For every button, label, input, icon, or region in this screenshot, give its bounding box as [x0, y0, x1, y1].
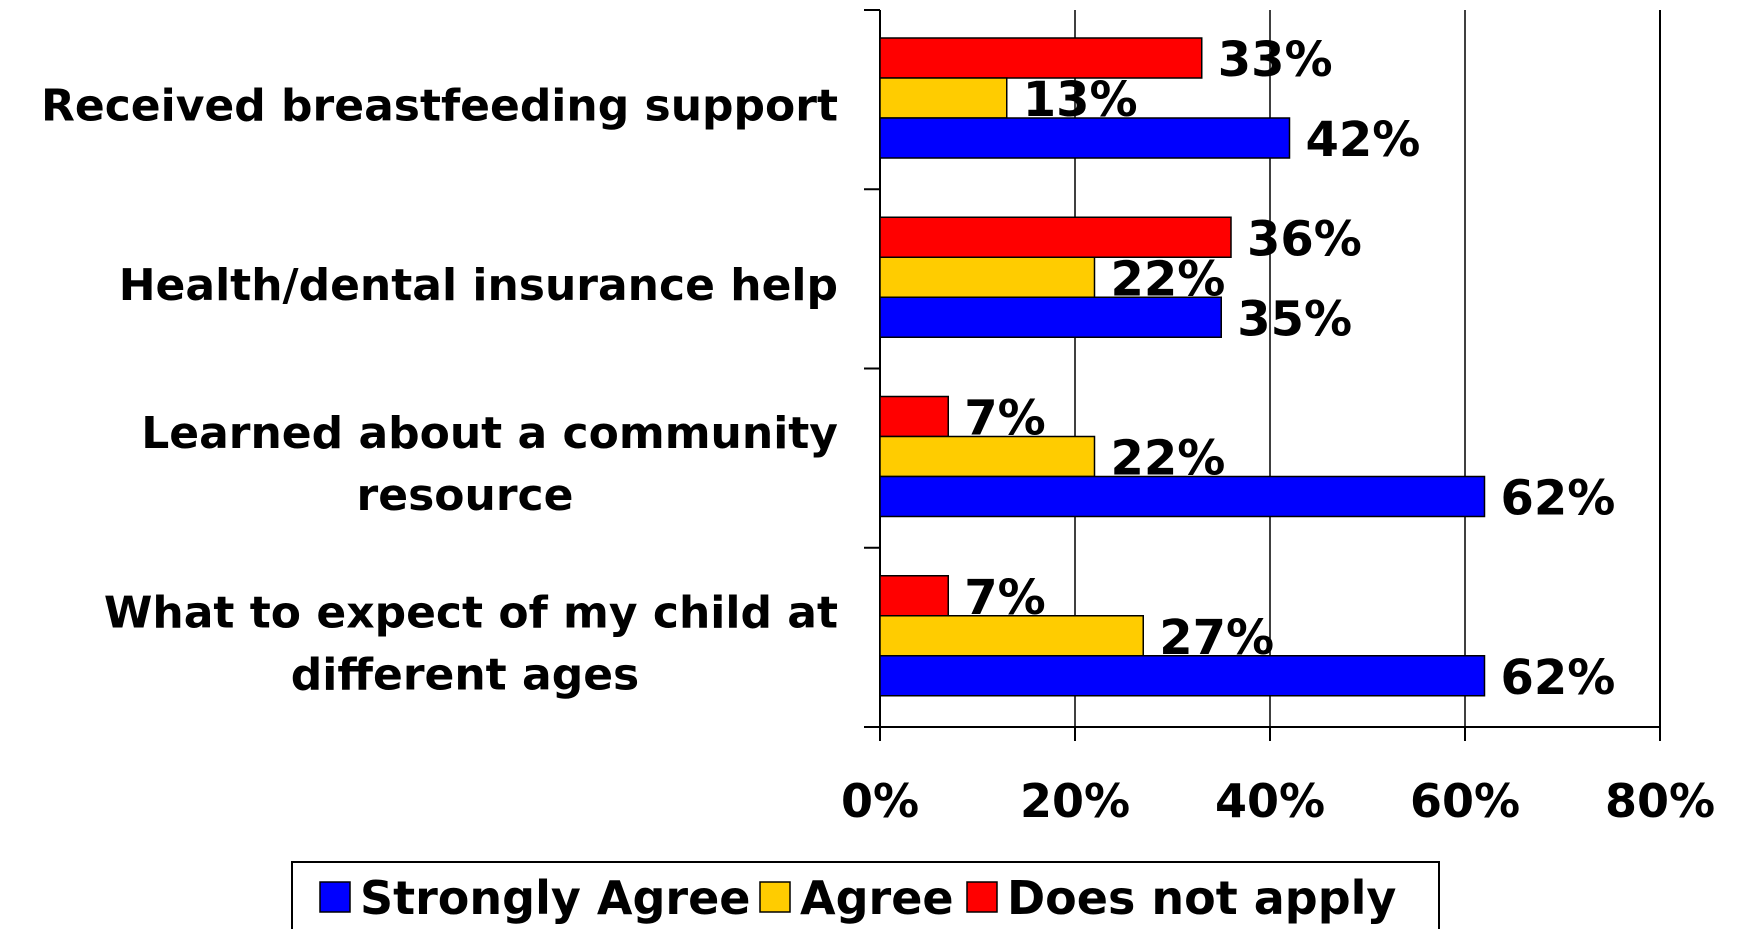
- bar-agree: [879, 77, 1008, 119]
- category-labels: Received breastfeeding support Health/den…: [41, 81, 838, 701]
- data-label: 33%: [1218, 32, 1333, 88]
- x-tick-label: 80%: [1605, 774, 1715, 828]
- bar-does-not-apply: [879, 37, 1203, 79]
- bar-strongly-agree: [879, 117, 1291, 159]
- bar-does-not-apply: [879, 575, 949, 617]
- bar-strongly-agree: [879, 475, 1486, 518]
- legend-label: Strongly Agree: [360, 871, 750, 925]
- x-tick-label: 60%: [1410, 774, 1520, 828]
- x-axis: 0% 20% 40% 60% 80%: [841, 727, 1715, 828]
- legend-box: [291, 861, 1440, 929]
- bar-does-not-apply: [879, 395, 949, 438]
- data-label: 7%: [964, 570, 1046, 626]
- bar-agree: [879, 435, 1096, 478]
- legend-swatch: [759, 881, 791, 913]
- bar-strongly-agree: [879, 296, 1222, 338]
- data-label: 36%: [1247, 211, 1362, 267]
- legend-swatch: [319, 881, 351, 913]
- value-labels: 33%13%42%36%22%35%7%22%62%7%27%62%: [964, 32, 1615, 706]
- x-tick-label: 40%: [1215, 774, 1325, 828]
- category-label: Learned about a community resource: [141, 408, 838, 521]
- legend-label: Agree: [800, 871, 954, 925]
- data-label: 62%: [1501, 650, 1616, 706]
- x-tick-label: 0%: [841, 774, 919, 828]
- bar-does-not-apply: [879, 216, 1232, 258]
- category-label: Received breastfeeding support: [41, 81, 838, 132]
- legend: Strongly Agree Agree Does not apply: [291, 861, 1440, 929]
- category-label: Health/dental insurance help: [119, 260, 838, 311]
- bars: [879, 37, 1486, 697]
- bar-agree: [879, 615, 1144, 657]
- data-label: 35%: [1237, 291, 1352, 347]
- legend-swatch: [966, 881, 998, 913]
- data-label: 27%: [1159, 610, 1274, 666]
- category-label: What to expect of my child at different a…: [104, 587, 838, 700]
- data-label: 42%: [1306, 112, 1421, 168]
- data-label: 7%: [964, 391, 1046, 447]
- data-label: 62%: [1501, 471, 1616, 527]
- bar-agree: [879, 256, 1096, 298]
- data-label: 22%: [1111, 251, 1226, 307]
- legend-label: Does not apply: [1007, 871, 1396, 925]
- data-label: 13%: [1023, 72, 1138, 128]
- data-label: 22%: [1111, 431, 1226, 487]
- x-tick-label: 20%: [1020, 774, 1130, 828]
- bar-strongly-agree: [879, 655, 1486, 697]
